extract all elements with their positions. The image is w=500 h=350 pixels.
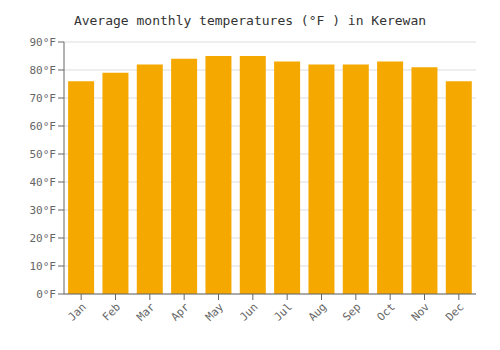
svg-text:Mar: Mar — [134, 300, 158, 324]
svg-text:Sep: Sep — [340, 300, 363, 323]
svg-text:Feb: Feb — [100, 300, 123, 323]
svg-text:10°F: 10°F — [30, 260, 57, 273]
svg-text:70°F: 70°F — [30, 92, 57, 105]
svg-text:Jul: Jul — [272, 300, 295, 323]
svg-text:Oct: Oct — [375, 300, 398, 323]
svg-text:Nov: Nov — [409, 300, 433, 324]
svg-text:Dec: Dec — [443, 300, 466, 323]
svg-text:40°F: 40°F — [30, 176, 57, 189]
svg-text:Jun: Jun — [237, 300, 260, 323]
svg-text:90°F: 90°F — [30, 36, 57, 49]
html-text:Average monthly temperatures (: Average monthly temperatures (°F ) in Ke… — [73, 13, 427, 28]
svg-text:30°F: 30°F — [30, 204, 57, 217]
svg-text:80°F: 80°F — [30, 64, 57, 77]
svg-text:Aug: Aug — [306, 300, 329, 323]
svg-text:Jan: Jan — [66, 300, 89, 323]
svg-text:May: May — [203, 300, 227, 324]
svg-text:50°F: 50°F — [30, 148, 57, 161]
svg-text:Apr: Apr — [169, 300, 193, 324]
svg-text:20°F: 20°F — [30, 232, 57, 245]
svg-text:0°F: 0°F — [36, 288, 56, 301]
svg-text:60°F: 60°F — [30, 120, 57, 133]
